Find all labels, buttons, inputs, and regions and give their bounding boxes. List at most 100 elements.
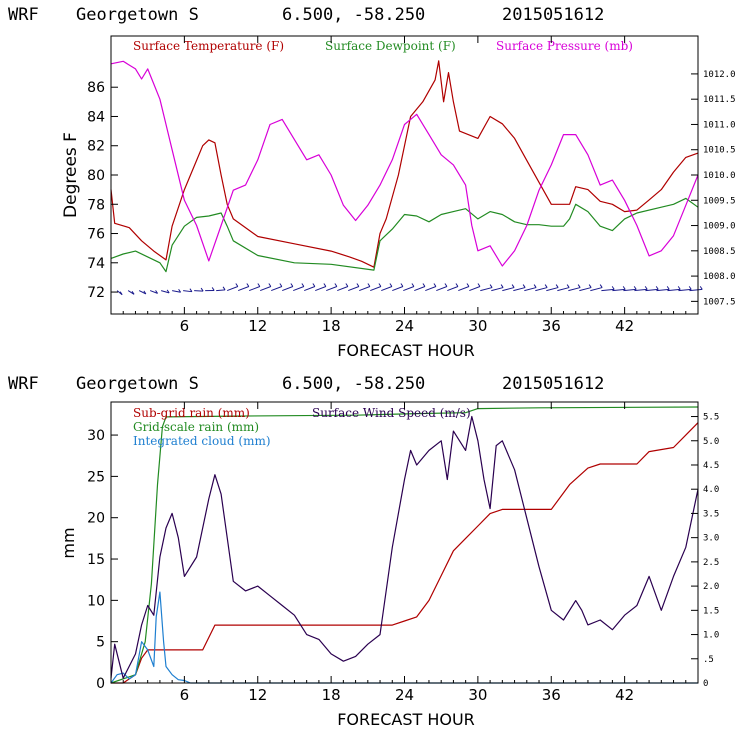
wind-barb-feather [143, 290, 147, 295]
legend-gridscale-rain: Grid-scale rain (mm) [133, 420, 259, 434]
wind-barb [293, 286, 305, 292]
wind-barb [238, 286, 250, 292]
wind-barb-feather [200, 287, 204, 292]
top-y-tick-label: 82 [87, 139, 105, 155]
wind-barb [601, 288, 615, 292]
wind-barb-feather [699, 286, 703, 290]
top-y2-tick-label: 1009.5 [703, 196, 736, 206]
wind-barb [656, 288, 670, 292]
top-y2-tick-label: 1007.5 [703, 297, 736, 307]
bottom-y2-tick-label: 1.0 [703, 631, 719, 641]
top-x-tick-label: 12 [248, 317, 267, 335]
wind-barb-feather [477, 283, 481, 287]
bottom-x-tick-label: 36 [542, 686, 561, 704]
wind-barb-feather [533, 284, 537, 288]
wind-barb-feather [323, 283, 327, 287]
top-y-axis-label: Degrees F [61, 132, 81, 218]
top-y2-tick-label: 1011.5 [703, 95, 736, 105]
bottom-axis-ticks: 6 12 18 24 30 36 42 0 5 10 15 20 25 30 0 .5 1.0 1.5 2.0 2.5… [87, 402, 719, 704]
wind-barb [315, 286, 327, 292]
top-y-tick-label: 80 [87, 168, 105, 184]
wind-barb [634, 288, 648, 292]
bottom-x-axis-label: FORECAST HOUR [337, 710, 475, 729]
top-y2-tick-label: 1009.0 [703, 222, 736, 232]
wind-barb [667, 288, 681, 292]
top-y-tick-label: 74 [87, 256, 105, 272]
top-header-location: Georgetown S [76, 5, 199, 25]
wind-barb-feather [555, 284, 559, 288]
top-header-model: WRF [8, 5, 39, 25]
bottom-y2-tick-label: 5.0 [703, 437, 719, 447]
wind-barb-feather [677, 286, 681, 290]
top-plot-area [110, 60, 703, 296]
wind-barb [480, 287, 493, 292]
top-y2-tick-label: 1008.0 [703, 272, 736, 282]
wind-barb-feather [119, 291, 123, 295]
wind-barb-feather [489, 284, 493, 288]
wind-barb [216, 289, 226, 292]
wind-barb [502, 287, 515, 292]
legend-surface-dewpoint: Surface Dewpoint (F) [325, 39, 456, 53]
wind-barb [458, 286, 470, 292]
wind-barb [535, 287, 548, 292]
wind-barb [689, 288, 703, 292]
panel-bottom: WRF Georgetown S 6.500, -58.250 20150516… [8, 374, 719, 729]
top-x-tick-label: 30 [468, 317, 487, 335]
bottom-y2-tick-label: 4.5 [703, 461, 719, 471]
wind-barb-feather [644, 286, 648, 290]
bottom-y2-tick-label: 3.5 [703, 509, 719, 519]
wind-barb-feather [235, 283, 239, 287]
wind-barb [414, 286, 426, 292]
wind-barb-feather [189, 288, 193, 292]
wind-barb-feather [500, 284, 504, 288]
top-header-init: 2015051612 [502, 5, 604, 25]
panel-top: WRF Georgetown S 6.500, -58.250 20150516… [8, 5, 736, 360]
bottom-y-tick-label: 0 [96, 676, 105, 692]
top-y-tick-label: 76 [87, 227, 105, 243]
wind-barb [568, 287, 581, 292]
top-y2-tick-label: 1010.0 [703, 171, 736, 181]
wind-barb-feather [131, 291, 135, 295]
bottom-y-axis-label: mm [59, 527, 78, 558]
wind-barb-feather [211, 287, 215, 291]
wind-barb [172, 290, 181, 293]
wind-barb-feather [655, 286, 659, 290]
bottom-x-tick-label: 18 [322, 686, 341, 704]
wind-barb [612, 288, 626, 292]
wind-barb-feather [312, 283, 316, 287]
wind-barb-feather [301, 283, 305, 287]
legend-surface-temperature: Surface Temperature (F) [133, 39, 284, 53]
wind-barb [469, 286, 481, 292]
wind-barb-feather [400, 283, 404, 287]
bottom-x-tick-label: 6 [180, 686, 190, 704]
bottom-y-tick-label: 5 [96, 635, 105, 651]
wind-barb [337, 286, 349, 292]
wind-barb [392, 286, 404, 292]
wind-barb [623, 288, 637, 292]
surface-temperature-line [110, 60, 699, 268]
wind-barb [348, 286, 360, 292]
bottom-y-tick-label: 10 [87, 593, 105, 609]
wind-barb-feather [666, 286, 670, 290]
wind-barb-feather [367, 283, 371, 287]
wind-barb [491, 287, 504, 292]
wind-barb [271, 286, 283, 292]
wind-barb [590, 287, 603, 292]
wind-barb-feather [544, 284, 548, 288]
legend-surface-wind-speed: Surface Wind Speed (m/s) [312, 406, 471, 420]
top-y2-tick-label: 1012.0 [703, 70, 736, 80]
bottom-y2-tick-label: 4.0 [703, 485, 719, 495]
wind-barb [161, 290, 170, 294]
wind-barb-feather [378, 283, 382, 287]
integrated-cloud-line [110, 591, 698, 684]
wind-barb [546, 287, 559, 292]
legend-subgrid-rain: Sub-grid rain (mm) [133, 406, 250, 420]
bottom-y2-tick-label: 5.5 [703, 413, 719, 423]
wind-barb-feather [166, 289, 170, 294]
bottom-plot-area [110, 406, 699, 684]
bottom-y2-tick-label: 2.5 [703, 558, 719, 568]
wind-barb [513, 287, 526, 292]
wind-barb-feather [389, 283, 393, 287]
